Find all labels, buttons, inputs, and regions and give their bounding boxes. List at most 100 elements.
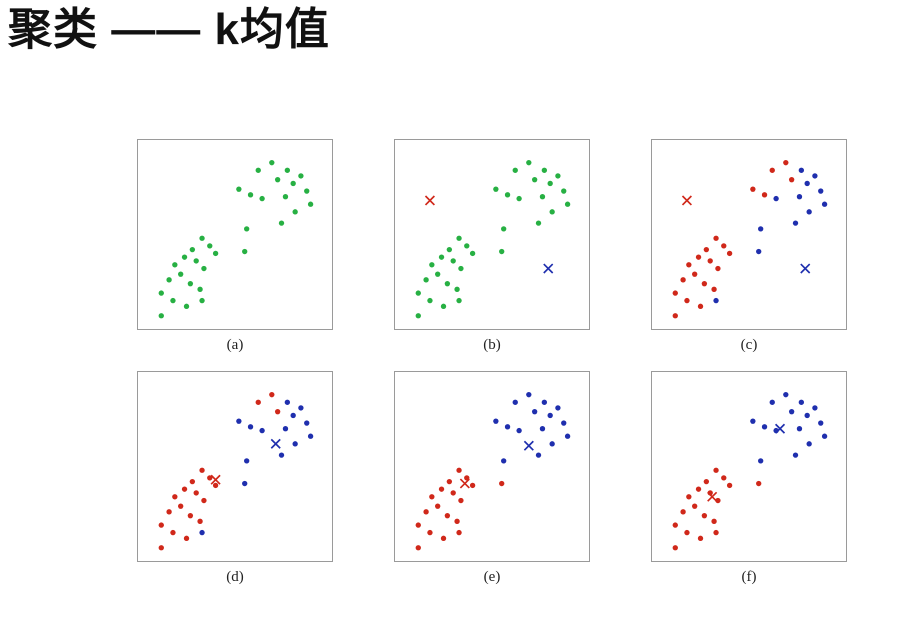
- data-point-green: [499, 248, 505, 255]
- data-point-blue: [773, 195, 779, 202]
- data-point-green: [438, 254, 445, 260]
- data-point-red: [172, 494, 178, 500]
- data-point-red: [680, 277, 686, 283]
- data-point-red: [189, 478, 196, 485]
- data-point-red: [707, 258, 713, 264]
- data-point-red: [697, 535, 704, 542]
- data-point-green: [450, 258, 456, 264]
- data-point-red: [788, 177, 795, 183]
- data-point-red: [450, 490, 456, 496]
- data-point-green: [166, 277, 172, 283]
- data-point-green: [199, 235, 205, 241]
- data-point-blue: [307, 433, 314, 439]
- data-point-green: [199, 297, 205, 304]
- centroid-x-marker-red: [459, 478, 470, 489]
- data-point-red: [726, 482, 733, 489]
- data-point-red: [672, 290, 678, 296]
- data-point-blue: [783, 391, 789, 398]
- data-point-red: [212, 482, 219, 489]
- data-point-blue: [713, 297, 719, 304]
- data-point-green: [501, 226, 507, 232]
- scatter-plot-b: [394, 139, 590, 330]
- data-point-blue: [564, 433, 571, 439]
- data-point-blue: [798, 167, 805, 173]
- data-point-red: [686, 262, 692, 268]
- data-point-red: [769, 167, 775, 173]
- data-point-green: [493, 186, 499, 192]
- data-point-blue: [821, 201, 828, 207]
- data-point-red: [499, 480, 505, 487]
- data-point-green: [539, 194, 546, 200]
- data-point-red: [207, 475, 213, 481]
- centroid-x-marker-blue: [523, 440, 534, 451]
- data-point-green: [547, 180, 553, 187]
- data-point-red: [721, 243, 727, 249]
- data-point-green: [187, 281, 194, 287]
- data-point-blue: [806, 441, 812, 447]
- centroid-x-marker-blue: [270, 438, 281, 449]
- data-point-red: [684, 529, 690, 536]
- data-point-red: [783, 159, 789, 166]
- scatter-plot-c: [651, 139, 847, 330]
- data-point-blue: [516, 427, 522, 434]
- data-point-blue: [818, 420, 824, 426]
- panel-label-e: (e): [483, 569, 501, 585]
- scatter-plot-d: [137, 371, 333, 562]
- data-point-blue: [539, 426, 546, 432]
- data-point-red: [711, 518, 717, 524]
- data-point-blue: [769, 399, 775, 405]
- data-point-blue: [512, 399, 518, 405]
- data-point-green: [535, 220, 542, 226]
- data-point-green: [555, 173, 561, 179]
- data-point-red: [672, 545, 678, 551]
- figure-panel-b: (b): [394, 139, 590, 354]
- data-point-blue: [244, 458, 250, 464]
- data-point-red: [680, 509, 686, 515]
- figure-panel-f: (f): [651, 371, 847, 586]
- data-point-green: [298, 173, 304, 179]
- data-point-red: [197, 518, 203, 524]
- data-point-green: [158, 290, 164, 296]
- data-point-green: [427, 297, 433, 304]
- data-point-blue: [812, 405, 818, 411]
- centroid-x-marker-blue: [543, 263, 554, 274]
- data-point-blue: [750, 418, 756, 424]
- data-point-green: [247, 192, 254, 198]
- data-point-blue: [298, 405, 304, 411]
- data-point-green: [269, 159, 275, 166]
- data-point-red: [170, 529, 176, 536]
- data-point-blue: [758, 458, 764, 464]
- data-point-blue: [796, 194, 803, 200]
- data-point-red: [750, 186, 756, 192]
- data-point-green: [274, 177, 281, 183]
- data-point-green: [531, 177, 538, 183]
- data-point-red: [703, 246, 710, 253]
- data-point-red: [166, 509, 172, 515]
- data-point-blue: [818, 188, 824, 194]
- kmeans-figure-grid: (a) (b) (c) (d) (e) (f): [137, 139, 847, 586]
- data-point-red: [201, 497, 207, 504]
- data-point-red: [187, 513, 194, 519]
- data-point-blue: [199, 529, 205, 536]
- data-point-red: [711, 286, 717, 292]
- data-point-green: [469, 250, 476, 257]
- data-point-green: [504, 192, 511, 198]
- scatter-plot-a: [137, 139, 333, 330]
- data-point-red: [701, 281, 708, 287]
- data-point-blue: [792, 220, 799, 226]
- data-point-green: [516, 195, 522, 202]
- data-point-green: [255, 167, 261, 173]
- data-point-green: [212, 250, 219, 257]
- data-point-red: [692, 503, 698, 509]
- data-point-blue: [526, 391, 532, 398]
- data-point-red: [697, 303, 704, 310]
- data-point-blue: [821, 433, 828, 439]
- data-point-green: [454, 286, 460, 292]
- data-point-green: [304, 188, 310, 194]
- data-point-red: [692, 271, 698, 277]
- data-point-blue: [290, 412, 296, 419]
- centroid-x-marker-red: [210, 474, 221, 485]
- data-point-green: [526, 159, 532, 166]
- data-point-blue: [761, 424, 768, 430]
